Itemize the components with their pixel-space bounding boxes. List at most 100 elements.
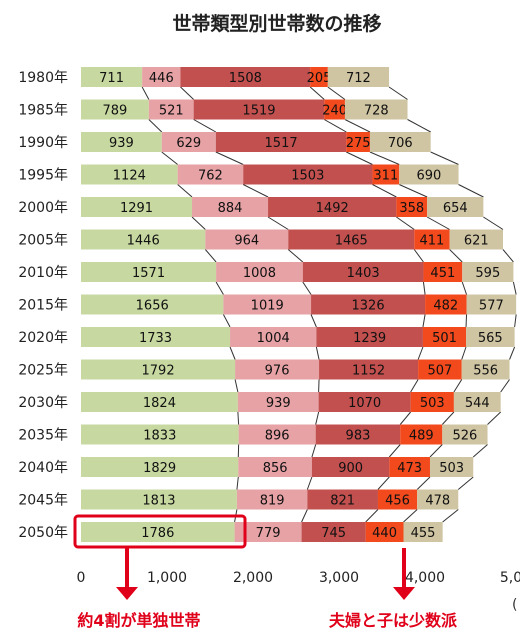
bar-segment	[81, 457, 239, 477]
connector-line	[346, 151, 373, 165]
data-label: 1152	[352, 364, 385, 379]
bar-segment	[234, 522, 302, 542]
x-tick-label: 1,000	[147, 570, 187, 586]
bar-segment	[215, 132, 347, 152]
connector-line	[472, 444, 488, 458]
connector-line	[215, 151, 244, 165]
data-label: 1833	[143, 429, 176, 444]
data-label: 1786	[141, 526, 174, 541]
data-label: 1503	[291, 169, 324, 184]
data-label: 556	[473, 364, 498, 379]
connector-line	[327, 86, 346, 100]
connector-line	[449, 249, 463, 263]
connector-line	[324, 119, 347, 133]
bar-segment	[315, 424, 401, 445]
category-label: 2040年	[18, 460, 68, 476]
bar-segment	[81, 132, 162, 152]
data-label: 1008	[243, 266, 276, 281]
data-label: 983	[346, 429, 371, 444]
connector-line	[458, 184, 484, 198]
category-label: 2025年	[18, 363, 68, 379]
connector-line	[399, 411, 412, 425]
bar-segment	[453, 392, 501, 412]
x-tick-label: 5,0	[500, 570, 520, 586]
connector-line	[422, 281, 426, 295]
connector-line	[388, 86, 408, 100]
data-label: 779	[256, 526, 281, 541]
bar-segment	[327, 67, 390, 87]
x-axis-unit: (	[512, 597, 517, 613]
bar-segment	[466, 327, 515, 347]
data-label: 521	[159, 104, 184, 119]
data-label: 1824	[143, 396, 176, 411]
x-tick-label: 2,000	[233, 570, 273, 586]
bar-segment	[148, 99, 194, 120]
data-label: 712	[346, 71, 371, 86]
data-label: 821	[330, 494, 355, 509]
connector-line	[407, 119, 431, 133]
data-label: 711	[99, 71, 124, 86]
bars-group: 711 446 1508 205 712 789 521 1519 240 728 939 629 15…	[81, 67, 517, 542]
data-label: 455	[411, 526, 436, 541]
data-label: 1508	[229, 71, 262, 86]
bar-segment	[410, 392, 454, 412]
connector-line	[500, 379, 510, 393]
bar-segment	[223, 294, 312, 315]
connector-line	[315, 411, 320, 425]
bar-segment	[81, 67, 143, 87]
connector-line	[461, 346, 467, 360]
data-label: 456	[385, 494, 410, 509]
connector-line	[315, 346, 320, 360]
connector-line	[429, 444, 443, 458]
bar-segment	[81, 164, 178, 185]
bar-segment	[81, 359, 236, 380]
bar-segment	[449, 229, 504, 250]
connector-line	[177, 184, 193, 198]
bar-segment	[310, 67, 328, 87]
bar-segment	[142, 67, 181, 87]
connector-line	[502, 249, 514, 263]
connector-line	[457, 476, 474, 490]
connector-line	[344, 119, 371, 133]
bar-segment	[161, 132, 216, 152]
data-label: 654	[443, 201, 468, 216]
bar-segment	[238, 457, 312, 477]
connector-line	[422, 314, 426, 328]
x-tick-label: 0	[77, 570, 86, 586]
data-label: 1792	[142, 364, 175, 379]
data-label: 473	[397, 461, 422, 476]
connector-line	[365, 509, 379, 523]
x-axis-ticks: 0 1,000 2,000 3,000 4,000 5,0	[77, 570, 520, 586]
bar-segment	[389, 457, 430, 477]
bar-segment	[466, 294, 517, 315]
connector-line	[311, 444, 317, 458]
category-label: 2015年	[18, 298, 68, 314]
category-label: 1985年	[18, 103, 68, 119]
bar-segment	[81, 489, 237, 510]
bar-segment	[81, 294, 224, 315]
bar-segment	[205, 229, 289, 250]
connector-line	[413, 249, 424, 263]
connector-line	[416, 476, 431, 490]
left-arrow-head	[116, 587, 138, 600]
data-label: 1733	[139, 331, 172, 346]
bar-segment	[418, 359, 462, 380]
data-label: 1446	[127, 234, 160, 249]
data-label: 478	[425, 494, 450, 509]
data-label: 819	[260, 494, 285, 509]
connector-line	[509, 346, 516, 360]
category-label: 1980年	[18, 70, 68, 86]
data-label: 358	[399, 201, 424, 216]
bar-segment	[81, 424, 239, 445]
connector-line	[287, 249, 304, 263]
data-label: 1019	[251, 299, 284, 314]
connector-line	[396, 216, 415, 230]
data-label: 939	[266, 396, 291, 411]
connector-line	[306, 476, 313, 490]
connector-line	[388, 444, 401, 458]
bar-segment	[236, 489, 308, 510]
connector-line	[180, 86, 195, 100]
bar-segment	[193, 99, 325, 120]
connector-line	[461, 281, 468, 295]
